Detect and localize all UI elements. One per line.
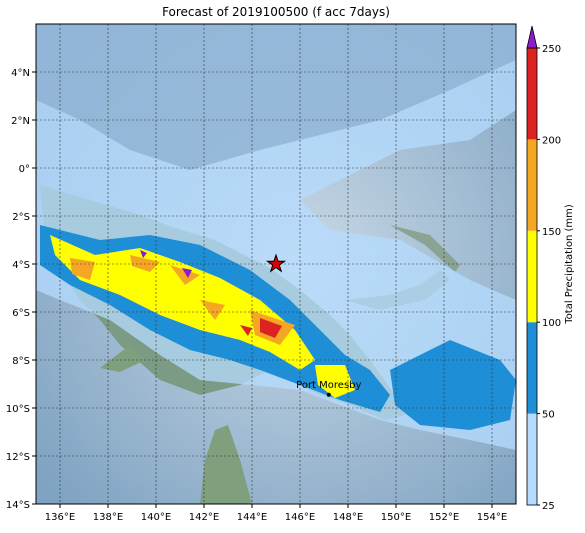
colorbar-bin [527, 230, 537, 323]
lat-tick-label: 6°S [12, 308, 30, 319]
star-marker [265, 253, 287, 273]
precip-100 [50, 235, 315, 370]
lon-tick-label: 154°E [477, 512, 507, 523]
land [100, 345, 145, 372]
lat-tick-label: 14°S [6, 500, 30, 511]
lon-tick-label: 150°E [381, 512, 411, 523]
precip-200 [240, 318, 282, 338]
colorbar-tick-label: 100 [542, 318, 561, 329]
grid [36, 24, 516, 504]
precip-100 [315, 365, 355, 398]
lat-tick-label: 4°S [12, 260, 30, 271]
colorbar-tick-label: 250 [542, 44, 561, 55]
precip-50 [390, 340, 516, 430]
overlay: Port Moresby [265, 253, 362, 397]
lon-tick-label: 138°E [93, 512, 123, 523]
colorbar-bin [527, 139, 537, 231]
precip-250 [140, 250, 192, 278]
place-label: Port Moresby [296, 380, 361, 391]
colorbar-tick-label: 150 [542, 227, 561, 238]
lat-tick-label: 12°S [6, 452, 30, 463]
colorbar-tick-label: 200 [542, 135, 561, 146]
lon-tick-label: 136°E [45, 512, 75, 523]
lon-tick-label: 146°E [285, 512, 315, 523]
lon-tick-label: 140°E [141, 512, 171, 523]
colorbar: 25 50 100 150 200 250 [526, 25, 561, 512]
lat-tick-label: 0° [19, 164, 30, 175]
lat-tick-label: 8°S [12, 356, 30, 367]
place-dot [326, 392, 331, 397]
map-area: Port Moresby [36, 24, 516, 504]
colorbar-tick-label: 25 [542, 501, 555, 512]
axes: 136°E 138°E 140°E 142°E 144°E 146°E 148°E 150°E… [6, 68, 507, 523]
colorbar-extend [526, 25, 538, 49]
colorbar-bin [527, 48, 537, 140]
colorbar-tick-label: 50 [542, 410, 555, 421]
colorbar-frame [526, 47, 538, 506]
lat-tick-label: 2°N [11, 116, 30, 127]
lon-tick-label: 142°E [189, 512, 219, 523]
lat-tick-label: 2°S [12, 212, 30, 223]
colorbar-bin [527, 322, 537, 414]
map-title: Forecast of 2019100500 (f acc 7days) [162, 5, 390, 19]
lon-tick-label: 152°E [429, 512, 459, 523]
lon-tick-label: 144°E [237, 512, 267, 523]
land [390, 225, 460, 272]
land [200, 425, 252, 504]
colorbar-bin [527, 413, 537, 505]
colorbar-label: Total Precipitation (mm) [564, 204, 575, 325]
lon-tick-label: 148°E [333, 512, 363, 523]
lat-tick-label: 4°N [11, 68, 30, 79]
lat-tick-label: 10°S [6, 404, 30, 415]
